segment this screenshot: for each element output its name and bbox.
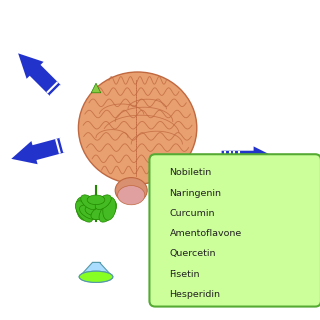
Ellipse shape bbox=[79, 205, 101, 220]
Polygon shape bbox=[11, 138, 64, 164]
Ellipse shape bbox=[79, 271, 113, 282]
Polygon shape bbox=[79, 275, 113, 277]
Text: Hesperidin: Hesperidin bbox=[170, 290, 220, 299]
Polygon shape bbox=[221, 147, 278, 170]
Ellipse shape bbox=[95, 195, 111, 210]
Text: Nobiletin: Nobiletin bbox=[170, 168, 212, 177]
Ellipse shape bbox=[78, 72, 197, 184]
Ellipse shape bbox=[91, 205, 113, 220]
Ellipse shape bbox=[81, 195, 97, 210]
Text: Naringenin: Naringenin bbox=[170, 188, 222, 197]
Text: Fisetin: Fisetin bbox=[170, 270, 200, 279]
Ellipse shape bbox=[115, 178, 147, 203]
Polygon shape bbox=[18, 53, 61, 96]
Ellipse shape bbox=[87, 195, 105, 205]
Text: Curcumin: Curcumin bbox=[170, 209, 215, 218]
Polygon shape bbox=[79, 262, 113, 277]
Ellipse shape bbox=[76, 197, 89, 220]
Ellipse shape bbox=[76, 201, 93, 222]
Ellipse shape bbox=[79, 271, 113, 282]
FancyBboxPatch shape bbox=[149, 154, 320, 307]
Ellipse shape bbox=[85, 204, 107, 216]
Text: Amentoflavone: Amentoflavone bbox=[170, 229, 242, 238]
Ellipse shape bbox=[103, 197, 116, 220]
Ellipse shape bbox=[118, 186, 145, 205]
Polygon shape bbox=[91, 83, 101, 93]
Ellipse shape bbox=[99, 201, 116, 222]
Text: Quercetin: Quercetin bbox=[170, 249, 216, 258]
Bar bbox=[92, 262, 100, 275]
